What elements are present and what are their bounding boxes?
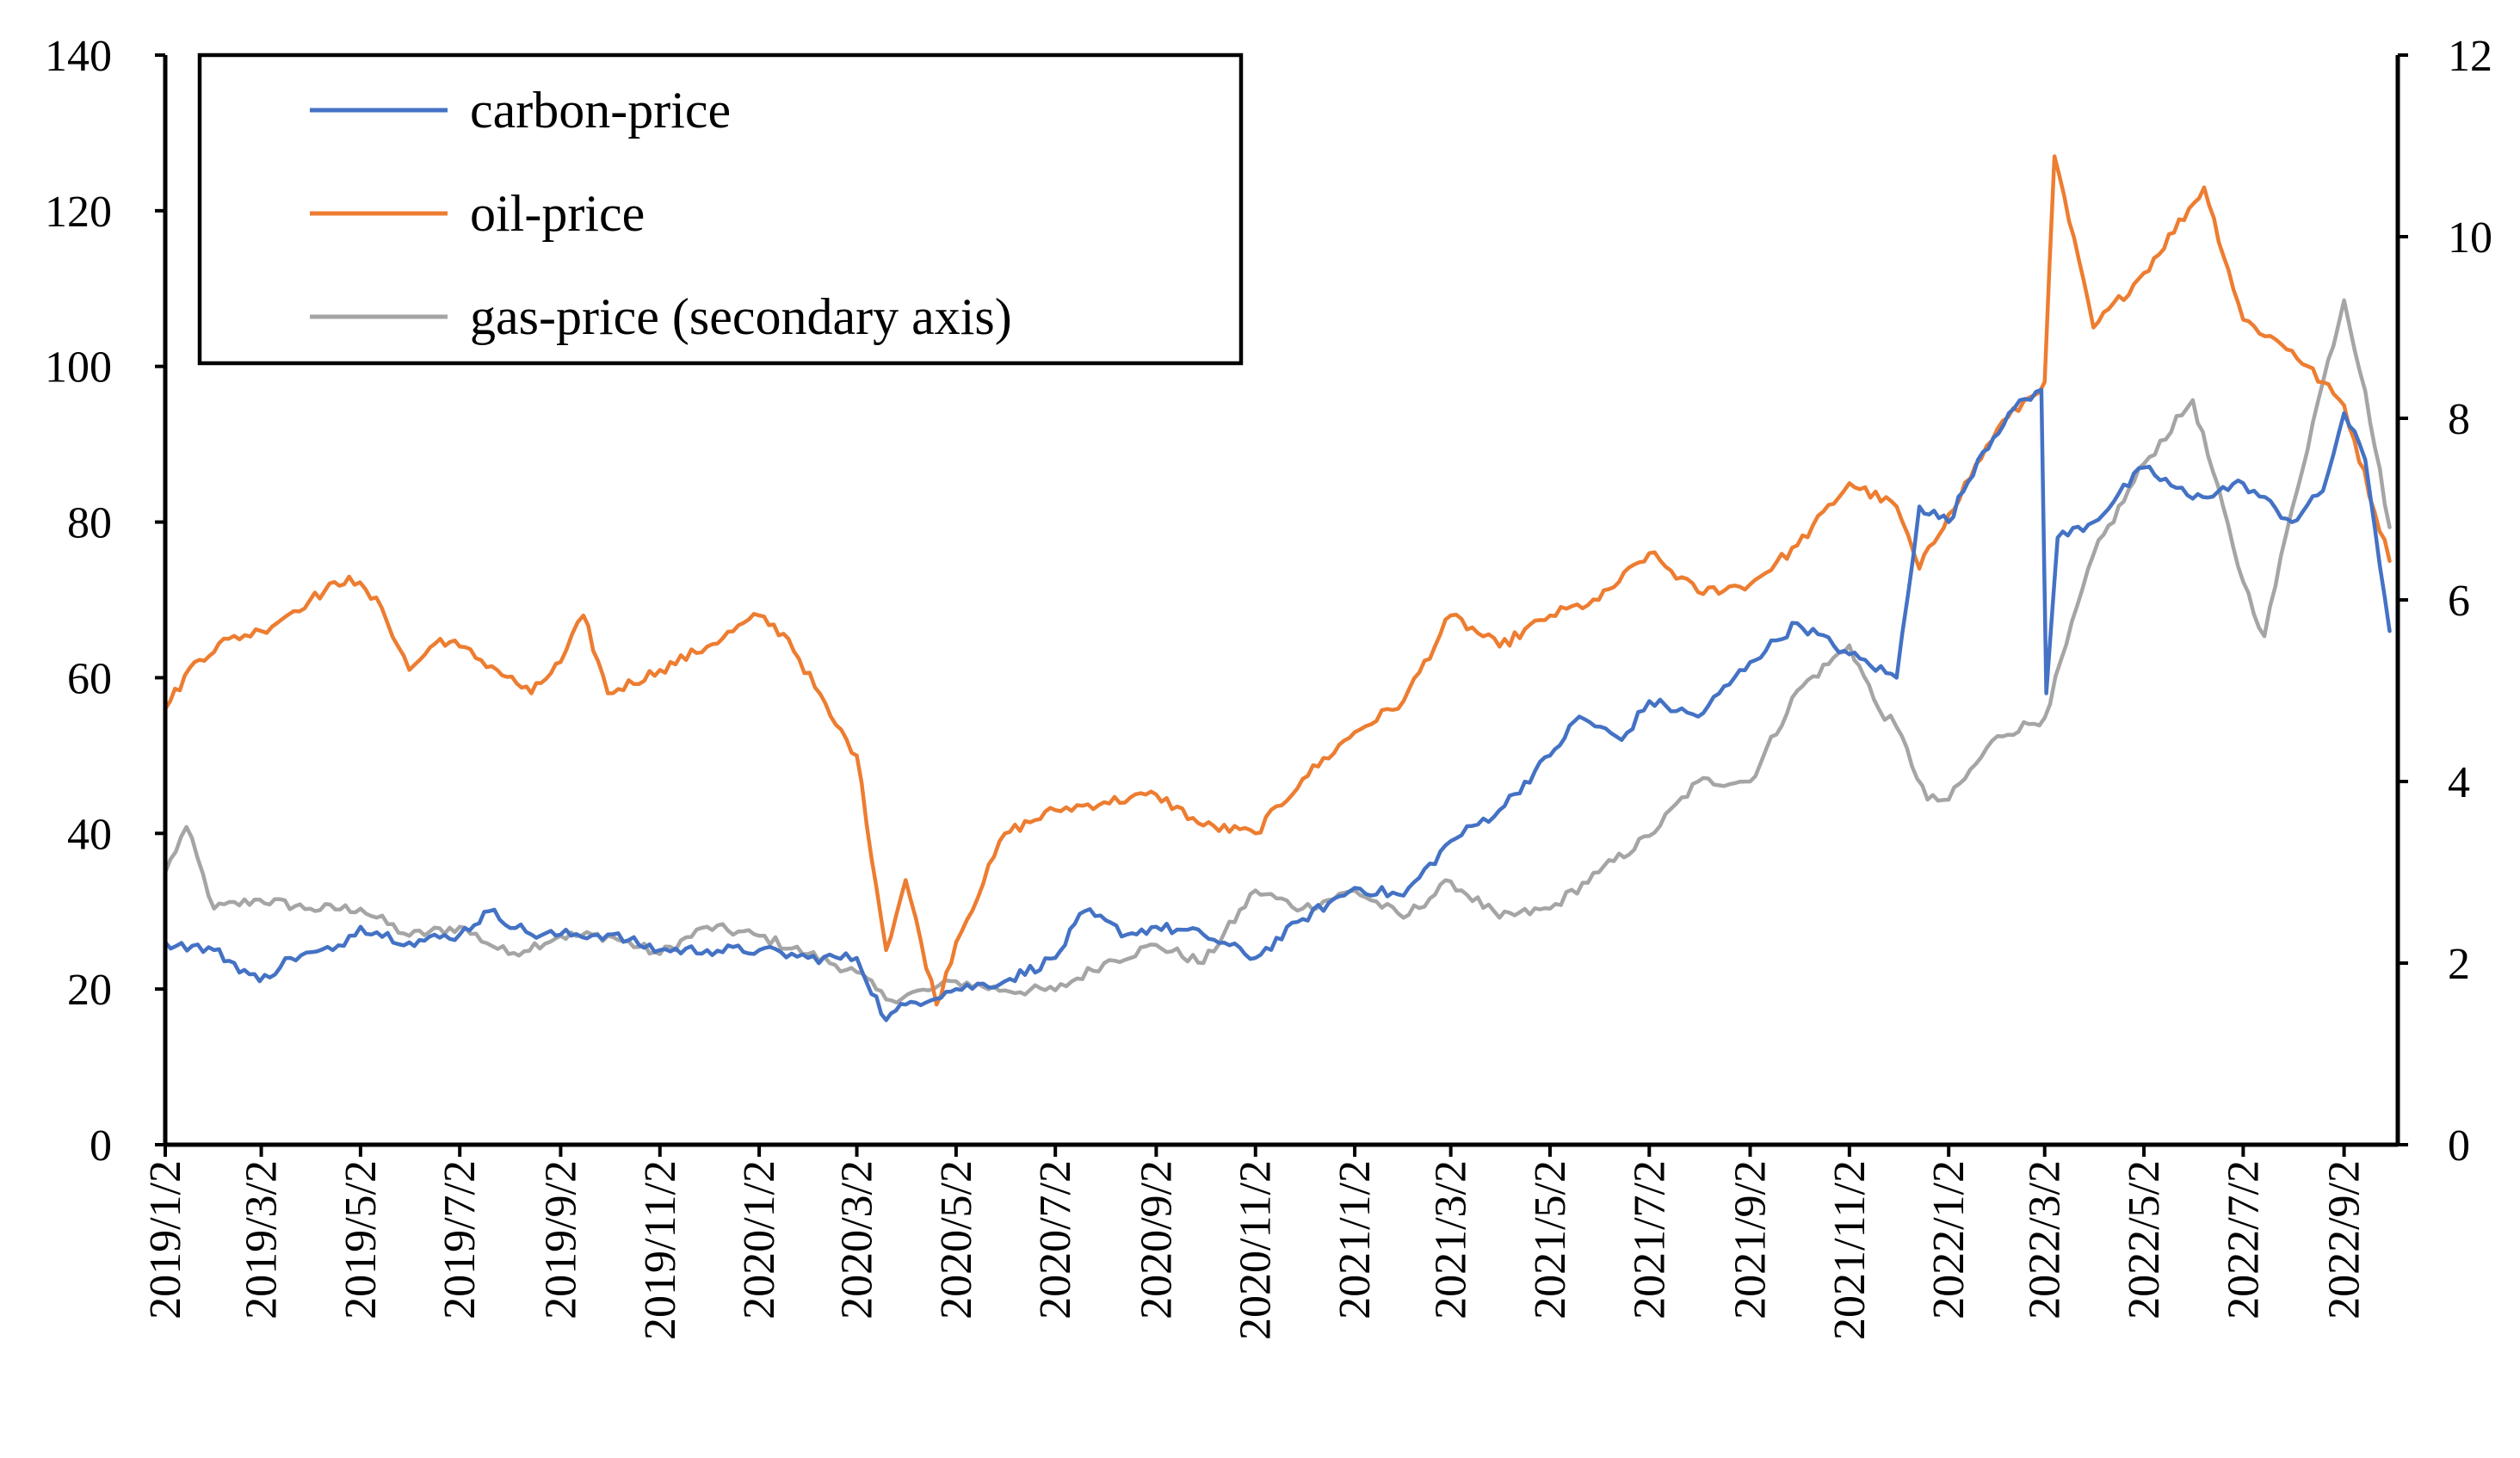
legend: carbon-price oil-price gas-price (secondar…: [197, 53, 1244, 366]
series-line-gas-price: [163, 298, 2392, 1005]
x-tick-label: 2019/9/2: [536, 1160, 585, 1319]
x-tick-label: 2021/7/2: [1625, 1160, 1674, 1319]
y2-tick-label: 4: [2448, 758, 2470, 807]
y-tick-label: 0: [90, 1121, 112, 1171]
x-tick-label: 2022/9/2: [2320, 1160, 2369, 1319]
legend-label: gas-price (secondary axis): [470, 288, 1012, 345]
y-tick-label: 120: [45, 188, 112, 237]
y-tick-label: 100: [45, 343, 112, 392]
x-tick-label: 2021/9/2: [1726, 1160, 1776, 1319]
x-tick-label: 2021/1/2: [1331, 1160, 1380, 1319]
y2-tick-label: 6: [2448, 577, 2470, 626]
series-layer: [163, 154, 2392, 1022]
x-tick-label: 2022/5/2: [2120, 1160, 2169, 1319]
y2-tick-label: 10: [2448, 213, 2492, 263]
y-tick-label: 80: [67, 499, 112, 548]
legend-label: oil-price: [470, 185, 645, 242]
x-tick-label: 2020/3/2: [833, 1160, 882, 1319]
x-tick-label: 2022/7/2: [2219, 1160, 2268, 1319]
x-tick-label: 2021/11/2: [1825, 1160, 1875, 1340]
x-tick-label: 2020/7/2: [1031, 1160, 1080, 1319]
x-tick-label: 2019/5/2: [337, 1160, 386, 1319]
x-tick-label: 2020/11/2: [1232, 1160, 1281, 1340]
x-tick-label: 2019/7/2: [435, 1160, 485, 1319]
y-tick-label: 140: [45, 32, 112, 81]
x-tick-label: 2020/1/2: [735, 1160, 784, 1319]
y2-tick-label: 12: [2448, 32, 2492, 81]
x-tick-label: 2019/1/2: [141, 1160, 190, 1319]
y2-tick-label: 8: [2448, 395, 2470, 444]
x-tick-label: 2022/1/2: [1924, 1160, 1973, 1319]
x-tick-label: 2019/3/2: [238, 1160, 287, 1319]
y2-tick-label: 2: [2448, 940, 2470, 989]
y-tick-label: 40: [67, 810, 112, 859]
y-tick-label: 60: [67, 654, 112, 703]
x-tick-label: 2020/9/2: [1132, 1160, 1181, 1319]
x-tick-label: 2019/11/2: [636, 1160, 685, 1340]
x-tick-label: 2021/5/2: [1526, 1160, 1575, 1319]
legend-box: [197, 53, 1244, 366]
y-tick-label: 20: [67, 966, 112, 1015]
x-tick-label: 2022/3/2: [2021, 1160, 2070, 1319]
series-line-carbon-price: [163, 387, 2392, 1022]
x-tick-label: 2021/3/2: [1427, 1160, 1476, 1319]
y2-tick-label: 0: [2448, 1121, 2470, 1171]
ticks-layer: 0 20 40 60 80 100 120 140 0 2 4 6 8 10 12 2019/1/2 2019/…: [45, 32, 2492, 1340]
legend-label: carbon-price: [470, 82, 731, 139]
x-tick-label: 2020/5/2: [932, 1160, 981, 1319]
